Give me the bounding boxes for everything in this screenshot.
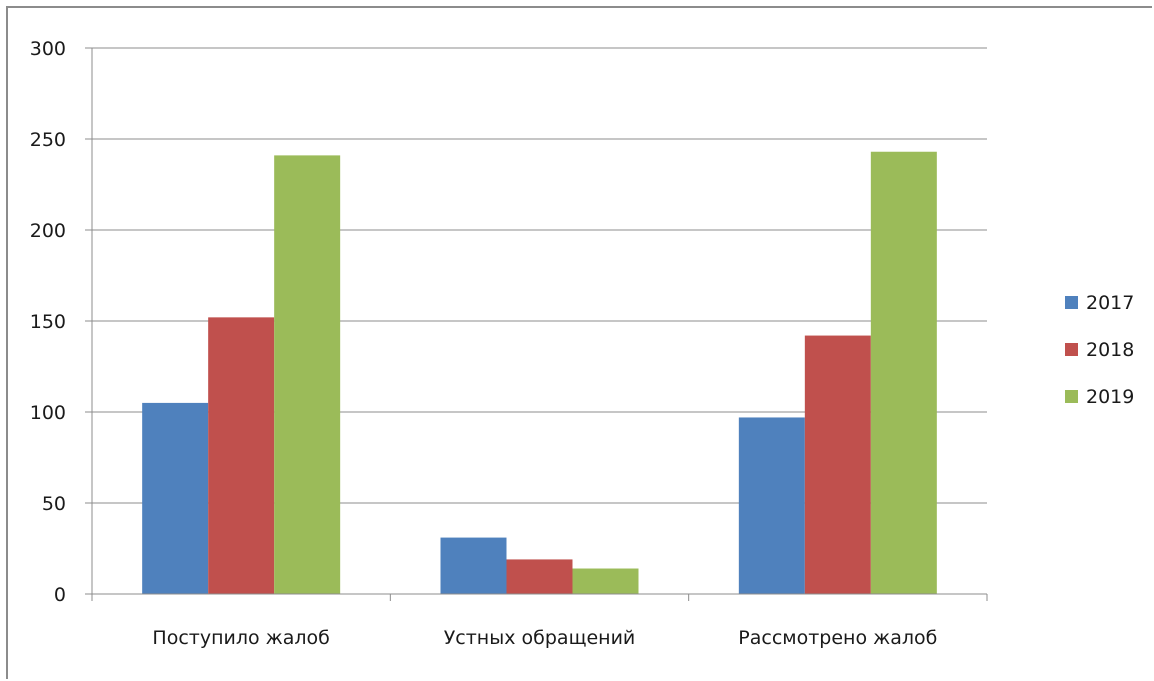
legend-swatch-2019 (1065, 390, 1078, 403)
x-tick-label: Устных обращений (444, 627, 636, 649)
x-tick-label: Рассмотрено жалоб (738, 627, 937, 649)
legend-label-2019: 2019 (1086, 386, 1134, 408)
bars (142, 151, 937, 595)
bar-2017-2 (440, 537, 507, 594)
y-tick-labels: 0 50 100 150 200 250 300 (30, 38, 66, 606)
y-tick-label: 300 (30, 38, 66, 60)
bar-2017-1 (142, 402, 209, 594)
bar-2018-1 (208, 317, 275, 594)
bar-2019-3 (870, 151, 937, 595)
chart-frame (6, 6, 1152, 679)
x-tick-labels: Поступило жалоб Устных обращений Рассмотре… (152, 627, 937, 649)
x-tick-label: Поступило жалоб (152, 627, 330, 649)
bar-2017-3 (738, 417, 805, 594)
y-tick-label: 100 (30, 402, 66, 424)
legend-label-2017: 2017 (1086, 292, 1134, 314)
y-tick-label: 0 (54, 584, 66, 606)
y-tick-label: 250 (30, 129, 66, 151)
legend: 2017 2018 2019 (1065, 292, 1134, 408)
axes (85, 47, 988, 601)
y-tick-label: 50 (42, 493, 66, 515)
legend-swatch-2018 (1065, 343, 1078, 356)
y-tick-label: 200 (30, 220, 66, 242)
bar-2019-1 (274, 155, 341, 594)
bar-2019-2 (572, 568, 639, 594)
legend-swatch-2017 (1065, 296, 1078, 309)
bar-2018-3 (804, 335, 871, 594)
y-tick-label: 150 (30, 311, 66, 333)
bar-2018-2 (506, 559, 573, 594)
legend-label-2018: 2018 (1086, 339, 1134, 361)
